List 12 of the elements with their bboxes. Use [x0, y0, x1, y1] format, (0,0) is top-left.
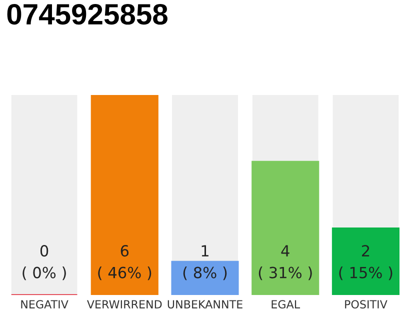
x-tick-label: VERWIRREND [86, 300, 162, 308]
bar [171, 260, 239, 296]
data-label: 1 ( 8% ) [183, 245, 227, 280]
x-tick-label: POSITIV [345, 300, 388, 308]
x-tick-label: NEGATIV [21, 300, 68, 308]
data-label: 2 ( 15% ) [339, 245, 392, 280]
data-label: 4 ( 31% ) [258, 245, 312, 280]
data-label: 6 ( 46% ) [98, 245, 152, 280]
x-tick-label: UNBEKANNTE [168, 300, 242, 308]
chart-title: 0745925858 [7, 4, 168, 25]
data-label: 0 ( 0% ) [22, 245, 66, 280]
x-tick-label: EGAL [272, 300, 300, 308]
